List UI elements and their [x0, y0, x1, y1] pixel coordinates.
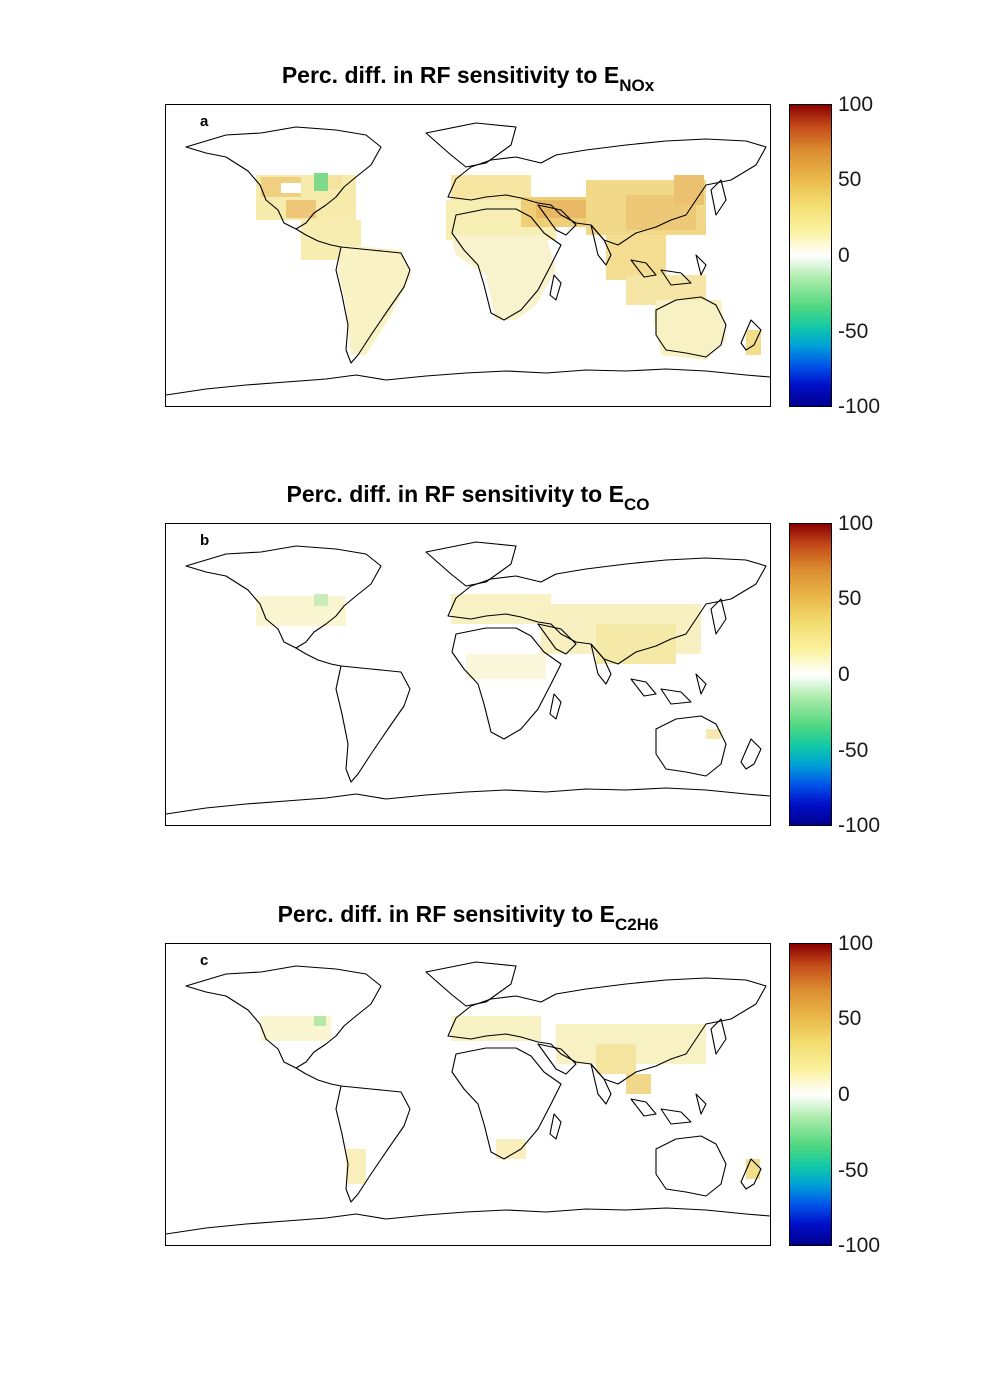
colorbar-tick: -50 [838, 739, 869, 762]
panel-c: Perc. diff. in RF sensitivity to EC2H6 c [0, 901, 1000, 1321]
colorbar-tick: 50 [838, 168, 862, 191]
coastlines [166, 122, 770, 396]
colorbar [789, 943, 832, 1246]
world-map [166, 122, 770, 396]
colorbar-tick: 100 [838, 932, 874, 955]
panel-b: Perc. diff. in RF sensitivity to ECO b [0, 481, 1000, 901]
panel-title: Perc. diff. in RF sensitivity to ENOx [281, 62, 655, 95]
map-frame: b [165, 523, 771, 826]
title-subscript: NOx [619, 76, 655, 95]
panel-title: Perc. diff. in RF sensitivity to EC2H6 [277, 901, 659, 934]
colorbar-tick: 100 [838, 512, 874, 535]
panel-letter: b [200, 532, 210, 549]
panel-title: Perc. diff. in RF sensitivity to ECO [286, 481, 650, 514]
colorbar-tick: -50 [838, 320, 869, 343]
colorbar-tick: 50 [838, 587, 862, 610]
colorbar [789, 523, 832, 826]
map-frame: a [165, 104, 771, 407]
colorbar-tick: -100 [838, 395, 881, 418]
shading-layer [261, 1016, 760, 1184]
coastlines [166, 541, 770, 815]
panel-letter: c [200, 952, 209, 969]
shading-layer [256, 594, 721, 739]
colorbar-tick: -50 [838, 1159, 869, 1182]
panel-a: Perc. diff. in RF sensitivity to ENOx a [0, 62, 1000, 482]
colorbar-tick: 0 [838, 663, 850, 686]
coastlines [166, 961, 770, 1235]
colorbar-tick: -100 [838, 814, 881, 837]
colorbar-tick: 0 [838, 1083, 850, 1106]
shading-layer [256, 173, 761, 360]
title-subscript: C2H6 [614, 915, 659, 934]
world-map [166, 961, 770, 1235]
world-map [166, 541, 770, 815]
map-frame: c [165, 943, 771, 1246]
panel-letter: a [200, 113, 209, 130]
colorbar-tick: 0 [838, 244, 850, 267]
colorbar-tick: 50 [838, 1007, 862, 1030]
colorbar-tick: -100 [838, 1234, 881, 1257]
colorbar [789, 104, 832, 407]
title-subscript: CO [623, 495, 650, 514]
colorbar-tick: 100 [838, 93, 874, 116]
